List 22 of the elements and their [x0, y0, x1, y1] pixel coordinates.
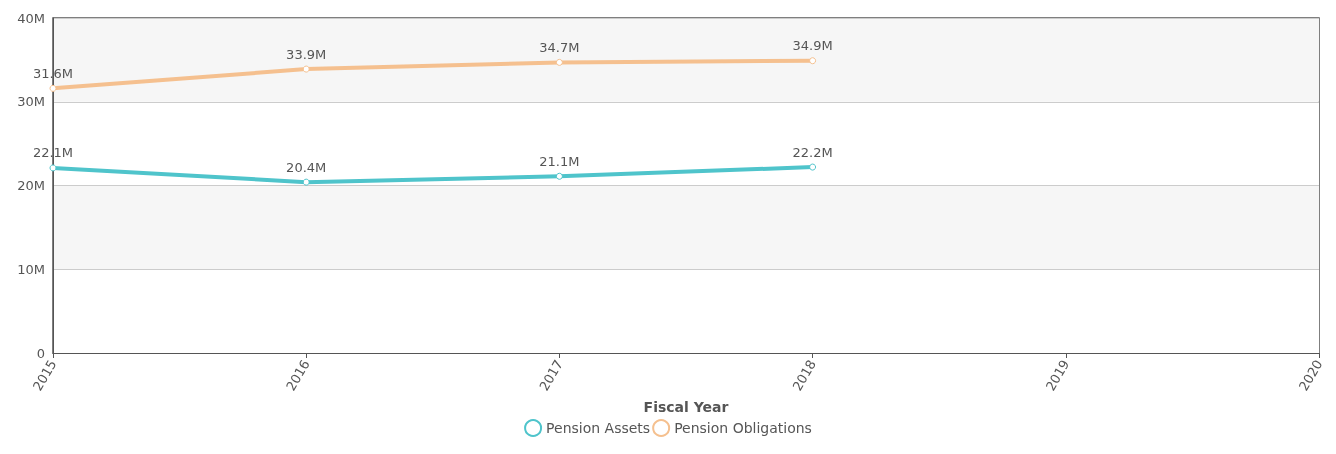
point: [809, 57, 817, 65]
y-tick-label: 40M: [17, 10, 45, 26]
y-tick-label: 0: [36, 345, 45, 361]
y-tick-label: 20M: [17, 178, 45, 193]
legend-label: Pension Assets: [546, 420, 651, 436]
data-label: 33.9M: [286, 46, 327, 62]
data-label: 34.9M: [792, 38, 833, 54]
point: [555, 58, 563, 66]
y-tick-label: 30M: [17, 94, 45, 110]
data-label: 34.7M: [539, 39, 580, 55]
y-tick-label: 10M: [17, 261, 45, 277]
data-label: 21.1M: [539, 153, 580, 169]
point: [302, 65, 310, 73]
point: [49, 164, 57, 172]
point: [555, 172, 563, 180]
x-axis-title: Fiscal Year: [643, 399, 729, 416]
point: [809, 163, 817, 171]
legend-label: Pension Obligations: [674, 420, 812, 436]
data-label: 20.4M: [286, 159, 327, 175]
point: [49, 84, 57, 92]
data-label: 22.2M: [792, 144, 833, 160]
point: [302, 178, 310, 186]
